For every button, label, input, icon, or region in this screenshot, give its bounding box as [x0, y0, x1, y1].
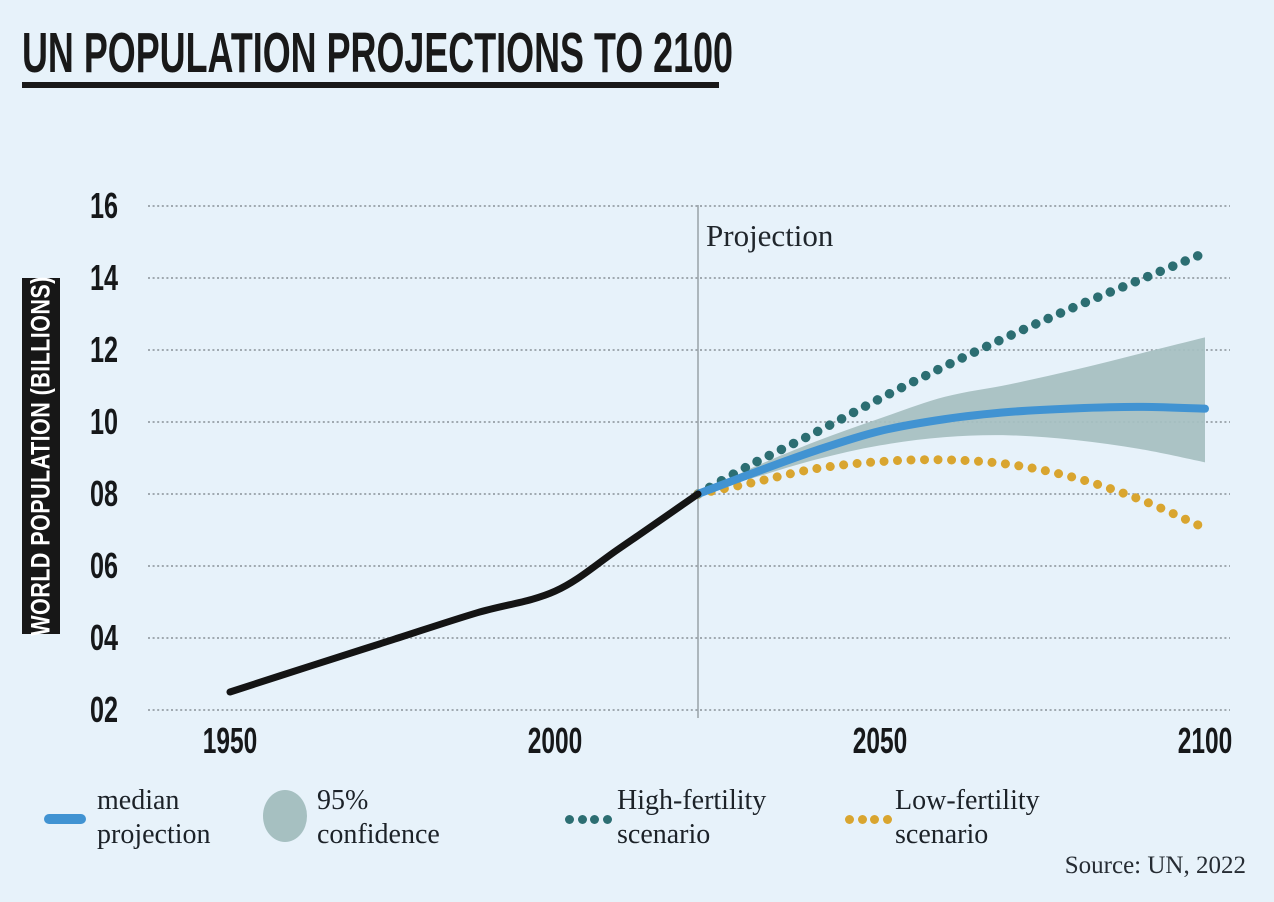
y-tick-label-14: 14 [89, 257, 118, 298]
legend-label-line1: High-fertility [617, 785, 767, 816]
page-title: UN POPULATION PROJECTIONS TO 2100 [22, 21, 734, 85]
legend-label-line2: projection [97, 819, 211, 850]
legend-swatch-dot-high-fertility [565, 815, 574, 824]
legend-label-line2: scenario [617, 819, 711, 850]
legend-label-median: median projection [97, 784, 211, 852]
y-tick-label-08: 08 [89, 473, 118, 514]
x-tick-label-2050: 2050 [852, 720, 908, 761]
legend-label-line2: scenario [895, 819, 989, 850]
legend-swatch-confidence-circle [263, 790, 307, 842]
legend-label-low-fertility: Low-fertility scenario [895, 784, 1040, 852]
legend-swatch-dot-low-fertility [845, 815, 854, 824]
legend-swatch-dot-high-fertility [590, 815, 600, 824]
legend-label-line2: confidence [317, 819, 440, 850]
y-axis-label: WORLD POPULATION (BILLIONS) [25, 276, 56, 636]
x-tick-label-2000: 2000 [527, 720, 583, 761]
legend-label-95-: 95% confidence [317, 784, 440, 852]
legend-label-line1: 95% [317, 785, 369, 816]
y-tick-label-12: 12 [89, 329, 118, 370]
source-credit: Source: UN, 2022 [1064, 852, 1246, 879]
x-tick-label-1950: 1950 [202, 720, 258, 761]
title-underline [22, 82, 719, 88]
legend-swatch-dot-low-fertility [870, 815, 880, 824]
y-tick-label-02: 02 [89, 689, 118, 730]
legend-swatch-dot-high-fertility [602, 815, 612, 824]
historical-population-line [226, 490, 702, 696]
median-projection-line [694, 402, 1209, 498]
legend-label-high-fertility: High-fertility scenario [617, 784, 766, 852]
legend-label-line1: median [97, 785, 180, 816]
legend-swatch-dot-low-fertility [857, 815, 867, 824]
y-tick-label-10: 10 [89, 401, 118, 442]
y-tick-label-16: 16 [89, 185, 118, 226]
high-fertility-scenario-line [693, 248, 1210, 499]
y-tick-label-04: 04 [89, 617, 118, 658]
legend-label-line1: Low-fertility [895, 785, 1040, 816]
low-fertility-scenario-line [693, 455, 1210, 533]
legend-swatch-median-line [44, 814, 86, 824]
confidence-band [730, 337, 1205, 484]
legend-swatch-dot-high-fertility [577, 815, 587, 824]
x-tick-label-2100: 2100 [1177, 720, 1233, 761]
y-tick-label-06: 06 [89, 545, 118, 586]
y-axis-label-plate: WORLD POPULATION (BILLIONS) [22, 276, 60, 636]
projection-annotation: Projection [706, 218, 834, 253]
legend-swatch-dot-low-fertility [882, 815, 892, 824]
